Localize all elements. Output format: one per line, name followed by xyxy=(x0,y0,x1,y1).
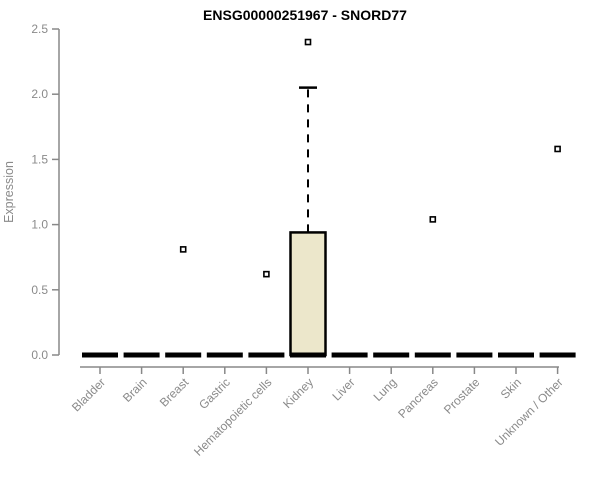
x-axis-category-label: Skin xyxy=(498,375,524,401)
x-axis-category-label: Prostate xyxy=(441,375,483,417)
median-bar xyxy=(414,352,451,358)
x-axis-category-label: Bladder xyxy=(69,375,108,414)
x-axis-category-label: Gastric xyxy=(196,375,233,412)
outlier-point xyxy=(429,216,437,223)
boxplot-kidney xyxy=(289,38,327,358)
boxplot-prostate xyxy=(456,352,493,358)
outlier-point xyxy=(554,145,561,153)
boxplot-gastric xyxy=(206,352,243,358)
median-bar xyxy=(331,352,368,358)
y-axis-tick-label: 2.5 xyxy=(31,22,48,36)
median-bar xyxy=(456,352,493,358)
median-bar xyxy=(82,352,118,358)
x-axis-category-label: Brain xyxy=(120,375,150,405)
y-axis-tick-label: 2.0 xyxy=(31,87,48,101)
boxplot-brain xyxy=(123,352,160,358)
boxplot-liver xyxy=(331,352,368,358)
boxplot-breast xyxy=(165,246,202,358)
boxplot-lung xyxy=(373,352,410,358)
boxplot-skin xyxy=(498,352,534,358)
median-bar xyxy=(165,352,202,358)
x-axis-category-label: Pancreas xyxy=(395,375,441,421)
boxplot-bladder xyxy=(82,352,118,358)
median-bar xyxy=(123,352,160,358)
outlier-point xyxy=(304,38,312,46)
x-axis-category-label: Liver xyxy=(329,375,357,403)
x-axis-category-label: Hematopoietic cells xyxy=(191,375,274,458)
median-bar xyxy=(290,352,326,358)
iqr-box xyxy=(289,231,327,357)
x-axis-category-label: Breast xyxy=(157,375,192,410)
x-axis-category-label: Kidney xyxy=(280,375,316,411)
median-bar xyxy=(539,352,576,358)
median-bar xyxy=(498,352,534,358)
median-bar xyxy=(373,352,410,358)
outlier-point xyxy=(179,246,187,253)
x-axis-category-label: Lung xyxy=(371,375,400,404)
chart-title: ENSG00000251967 - SNORD77 xyxy=(203,7,407,23)
y-axis-tick-label: 0.0 xyxy=(31,348,48,362)
y-axis-tick-label: 1.5 xyxy=(31,152,48,166)
boxplot-hematopoietic-cells xyxy=(248,270,285,358)
y-axis-tick-label: 0.5 xyxy=(31,283,48,297)
median-bar xyxy=(248,352,285,358)
median-bar xyxy=(206,352,243,358)
outlier-point xyxy=(263,270,270,278)
boxplot-pancreas xyxy=(414,216,451,358)
y-axis: 0.0 0.5 1.0 1.5 2.0 2.5 xyxy=(31,22,60,362)
y-axis-tick-label: 1.0 xyxy=(31,218,48,232)
boxplot-unknown-other xyxy=(539,145,576,358)
plot-root: 0.0 0.5 1.0 1.5 2.0 2.5 Bladder Brain Breast Gast… xyxy=(31,22,576,459)
y-axis-title: Expression xyxy=(2,161,16,223)
